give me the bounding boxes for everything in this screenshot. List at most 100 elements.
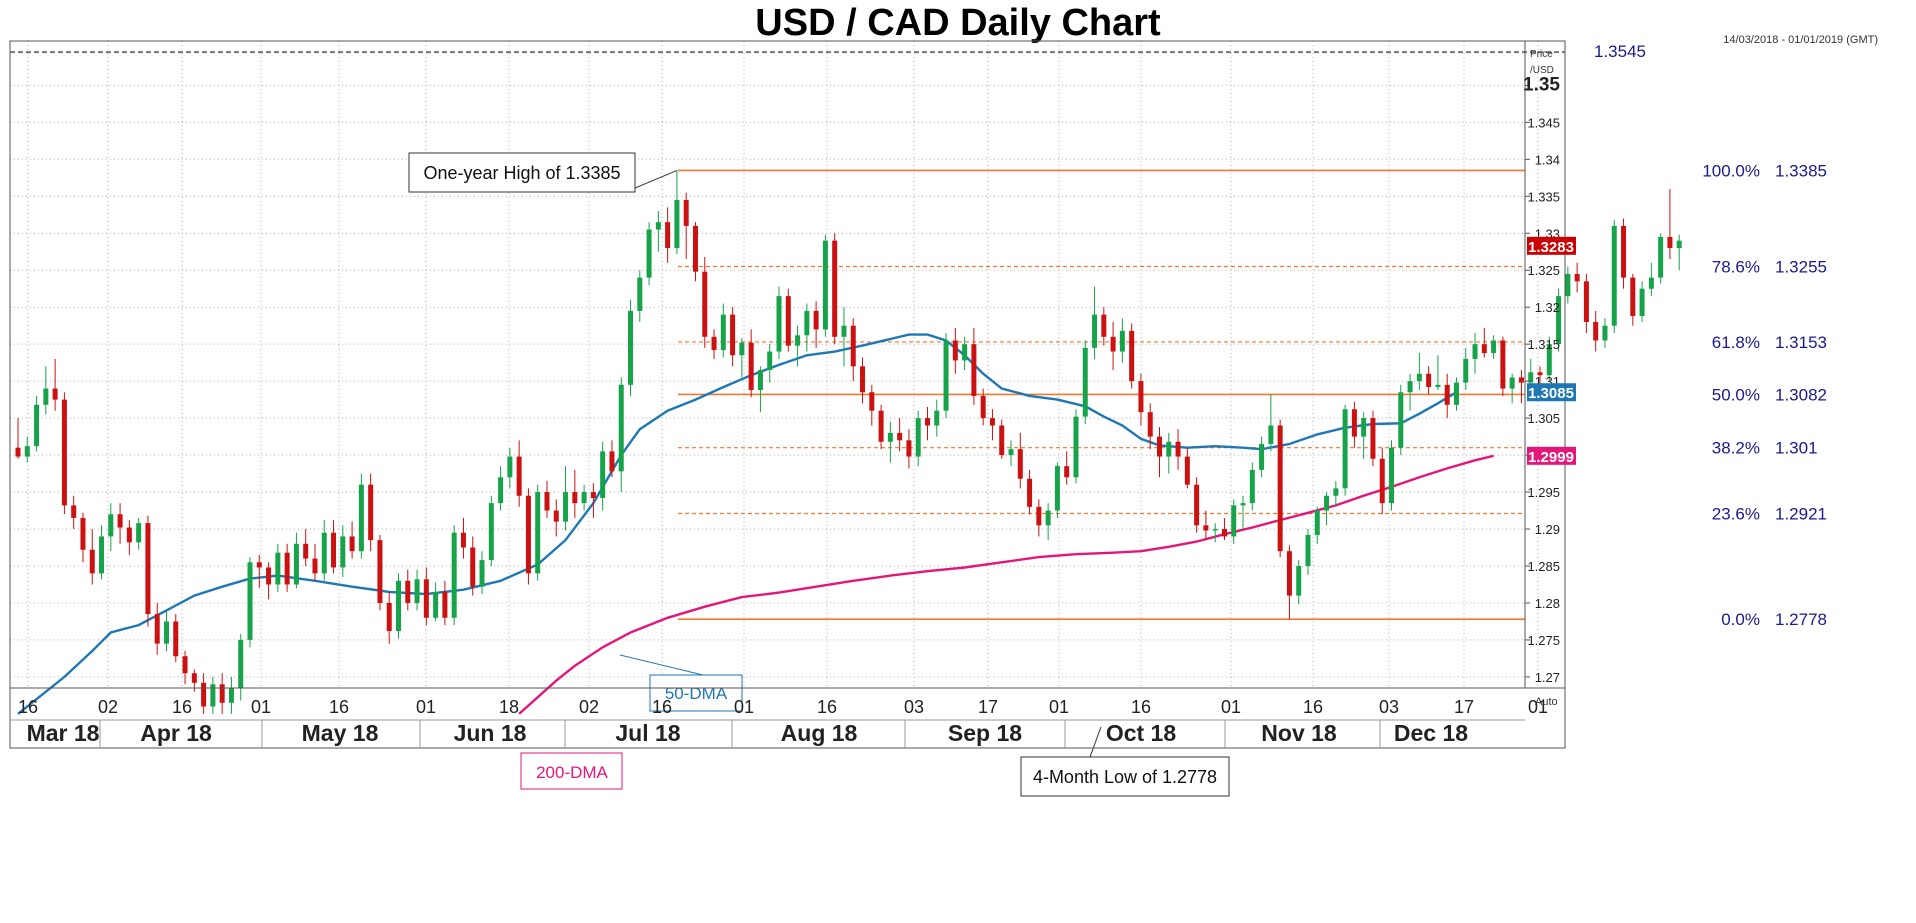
candle-up: [1546, 344, 1552, 376]
candle-down: [1147, 412, 1153, 437]
candle-up: [1212, 529, 1218, 531]
candle-up: [1565, 273, 1571, 297]
candle-up: [228, 688, 234, 703]
y-tick-label: 1.335: [1527, 189, 1560, 204]
candle-up: [1119, 330, 1125, 352]
candle-down: [256, 562, 262, 568]
x-day-label: 17: [1454, 697, 1474, 717]
candle-down: [266, 567, 272, 585]
candle-down: [1574, 273, 1580, 282]
chart-title: USD / CAD Daily Chart: [755, 2, 1161, 44]
y-tick-label: 1.315: [1527, 337, 1560, 352]
candle-up: [1509, 377, 1515, 389]
candle-down: [544, 492, 550, 511]
candle-up: [962, 344, 968, 361]
candle-up: [1389, 447, 1395, 504]
candle-down: [405, 580, 411, 603]
candle-up: [1491, 340, 1497, 354]
low-callout-text: 4-Month Low of 1.2778: [1033, 767, 1217, 787]
x-month-label: Mar 18: [27, 720, 100, 746]
candle-up: [358, 484, 364, 552]
candle-down: [525, 495, 531, 574]
dma50-callout-box: [649, 674, 743, 712]
candle-down: [952, 340, 958, 361]
candle-up: [1166, 441, 1172, 457]
candle-down: [665, 222, 671, 249]
candle-down: [303, 543, 309, 559]
x-month-label: Dec 18: [1394, 720, 1468, 746]
candle-down: [1221, 529, 1227, 537]
candle-down: [1203, 525, 1209, 531]
candle-down: [692, 225, 698, 272]
candle-down: [832, 240, 838, 337]
x-day-label: 01: [416, 697, 436, 717]
candle-down: [1351, 409, 1357, 437]
candle-up: [99, 536, 105, 574]
candle-down: [999, 425, 1005, 456]
candle-down: [572, 492, 578, 504]
dma200-callout-text: 200-DMA: [536, 763, 608, 782]
candle-down: [386, 602, 392, 632]
y-tick-label: 1.295: [1527, 485, 1560, 500]
candle-down: [850, 325, 856, 367]
candle-up: [1314, 510, 1320, 535]
auto-scale-label: Auto: [1535, 696, 1558, 708]
y-tick-label: 1.27: [1535, 670, 1560, 685]
x-month-label: Nov 18: [1261, 720, 1337, 746]
candle-down: [711, 336, 717, 351]
candle-up: [804, 310, 810, 336]
candle-up: [934, 410, 940, 426]
candle-down: [145, 523, 151, 615]
candle-up: [24, 446, 30, 457]
y-tick-label: 1.325: [1527, 263, 1560, 278]
x-day-label: 18: [499, 697, 519, 717]
candle-down: [924, 418, 930, 426]
candle-down: [609, 451, 615, 472]
fibonacci-label-bg: [1699, 503, 1825, 524]
candle-down: [349, 536, 355, 552]
candle-down: [52, 388, 58, 400]
low-callout-box: [1020, 756, 1230, 797]
candle-down: [702, 271, 708, 337]
candle-down: [590, 492, 596, 498]
candle-down: [423, 579, 429, 618]
reference-label-bg: [1588, 43, 1652, 62]
candle-down: [1064, 466, 1070, 478]
candle-up: [1240, 503, 1246, 506]
candle-up: [1416, 373, 1422, 382]
y-tick-label: 1.34: [1535, 152, 1560, 167]
candle-up: [1305, 534, 1311, 566]
candle-up: [776, 296, 782, 352]
candle-down: [813, 310, 819, 330]
candle-down: [1583, 281, 1589, 322]
axes-layer: Price/USD Auto 1.27 1.275 1.28 1.285 1.29 1.295…: [9, 40, 1576, 749]
candle-up: [915, 418, 921, 457]
x-day-label: 16: [18, 697, 38, 717]
x-day-label: 16: [1303, 697, 1323, 717]
candle-down: [553, 510, 559, 522]
candle-down: [1017, 449, 1023, 479]
candle-down: [1027, 478, 1033, 507]
price-tag-bg: [1527, 383, 1576, 402]
candle-down: [897, 432, 903, 441]
fibonacci-value-label: 1.3385: [1775, 161, 1827, 180]
candle-down: [1184, 456, 1190, 485]
candle-up: [1639, 288, 1645, 317]
dma50-callout-leader: [619, 654, 704, 676]
candle-up: [451, 532, 457, 618]
candle-down: [516, 456, 522, 496]
candle-down: [117, 514, 123, 528]
x-month-label: Sep 18: [948, 720, 1022, 746]
candle-down: [1036, 506, 1042, 526]
candle-down: [331, 532, 337, 568]
y-tick-label: 1.29: [1535, 522, 1560, 537]
candle-down: [71, 505, 77, 518]
candle-down: [878, 410, 884, 442]
fibonacci-value-label: 1.3255: [1775, 258, 1827, 277]
candle-down: [191, 673, 197, 683]
fibonacci-layer: 100.0% 1.3385 78.6% 1.3255 61.8% 1.3153 50.0% 1…: [678, 160, 1827, 630]
x-month-label: Jul 18: [615, 720, 680, 746]
candle-down: [89, 549, 95, 574]
candle-up: [479, 560, 485, 587]
